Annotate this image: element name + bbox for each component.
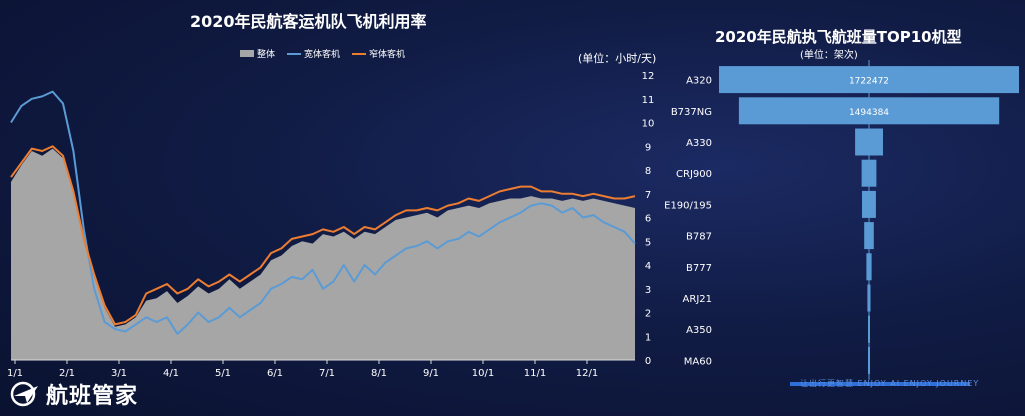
right-chart-title: 2020年民航执飞航班量TOP10机型 [715,28,962,46]
legend-label-overall: 整体 [257,50,276,60]
bar-value-label: 1494384 [849,108,889,118]
legend-item-wide: 宽体客机 [287,47,340,60]
bar [868,315,870,343]
category-label: B787 [686,232,712,243]
bar [867,284,871,312]
bar-value-label: 1722472 [849,77,889,87]
x-tick-label: 11/1 [524,368,546,379]
y-tick-label: 2 [645,309,651,320]
category-label: MA60 [684,356,712,367]
y-tick-label: 3 [645,285,651,296]
y-tick-label: 5 [645,237,651,248]
category-label: E190/195 [664,200,712,211]
y-tick-label: 4 [645,261,651,272]
x-tick-label: 5/1 [215,368,231,379]
y-tick-label: 11 [642,95,655,106]
legend-item-narrow: 窄体客机 [352,47,405,60]
y-tick-label: 8 [645,166,651,177]
category-label: CRJ900 [676,169,712,180]
legend-swatch-overall [240,50,254,57]
legend-swatch-narrow [352,52,367,55]
left-chart-unit: (单位：小时/天) [578,52,657,65]
y-tick-label: 10 [642,119,655,130]
x-tick-label: 1/1 [7,368,23,379]
category-label: A350 [686,325,712,336]
plane-logo-icon [10,381,38,407]
x-tick-label: 12/1 [576,368,598,379]
y-tick-label: 1 [645,332,651,343]
category-label: A320 [686,76,712,87]
bar [719,66,1019,94]
category-label: A330 [686,138,712,149]
bar [864,222,874,250]
category-label: B737NG [671,107,712,118]
x-tick-label: 6/1 [267,368,283,379]
y-tick-label: 0 [645,356,651,367]
y-tick-label: 9 [645,142,651,153]
legend-label-wide: 宽体客机 [304,50,341,60]
x-tick-label: 7/1 [319,368,335,379]
x-tick-label: 8/1 [371,368,387,379]
y-tick-label: 12 [642,71,655,82]
category-label: B777 [686,263,712,274]
legend-swatch-wide [287,52,302,55]
brand-slogan: 让出行更智慧 ENJOY AI ENJOY JOURNEY [800,379,980,388]
category-label: ARJ21 [683,294,712,305]
legend-item-overall: 整体 [240,47,275,60]
x-tick-label: 10/1 [472,368,494,379]
series-area-overall [11,148,635,360]
brand-name: 航班管家 [46,384,139,409]
bar [855,128,883,156]
series-line-narrow [10,145,636,326]
x-tick-label: 9/1 [423,368,439,379]
x-tick-label: 2/1 [59,368,75,379]
x-tick-label: 4/1 [163,368,179,379]
y-tick-label: 6 [645,214,651,225]
slogan-underline [790,382,970,386]
legend-label-narrow: 窄体客机 [369,50,406,60]
series-line-wide [10,90,636,335]
bar [866,253,872,281]
bar [861,159,877,187]
brand-logo: 航班管家 [10,378,138,410]
right-chart-unit: (单位：架次) [800,50,858,61]
bar [738,97,1000,125]
left-chart-title: 2020年民航客运机队飞机利用率 [190,12,427,31]
left-chart-legend: 整体 宽体客机 窄体客机 [240,47,405,60]
y-tick-label: 7 [645,190,651,201]
x-tick-label: 3/1 [111,368,127,379]
bar [868,346,870,374]
bar [862,190,876,218]
